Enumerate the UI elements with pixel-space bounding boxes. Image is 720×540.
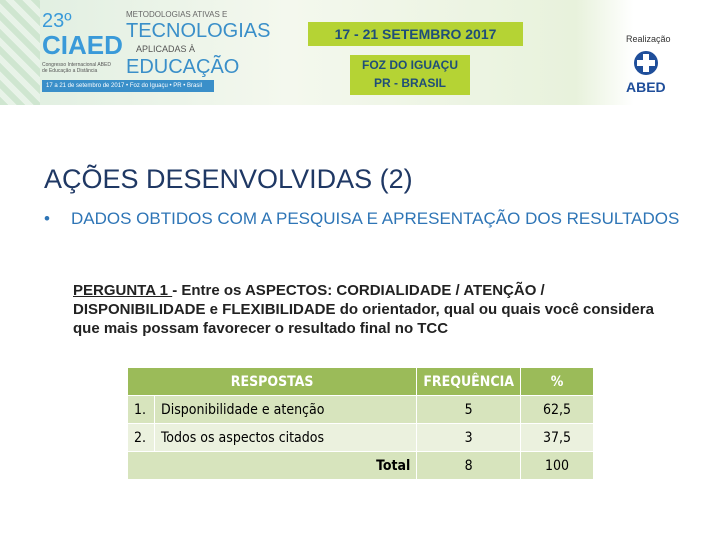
city: FOZ DO IGUAÇU	[362, 58, 458, 72]
theme: METODOLOGIAS ATIVAS E	[126, 10, 228, 19]
bullet-text: DADOS OBTIDOS COM A PESQUISA E APRESENTA…	[71, 209, 680, 228]
question-label: PERGUNTA 1	[73, 282, 173, 299]
theme: APLICADAS À	[136, 44, 196, 54]
cell: Total	[126, 451, 418, 480]
question: PERGUNTA 1 - Entre os ASPECTOS: CORDIALI…	[73, 281, 663, 338]
event-subtitle: Congresso Internacional ABED de Educação…	[42, 62, 111, 74]
header: RESPOSTAS	[126, 367, 418, 396]
title: AÇÕES DESENVOLVIDAS (2)	[44, 164, 413, 194]
event: CIAED	[42, 30, 123, 60]
state: PR - BRASIL	[374, 76, 446, 90]
theme: EDUCAÇÃO	[126, 56, 240, 78]
cell: 1.	[127, 395, 155, 424]
results-table: RESPOSTAS FREQUÊNCIA% 1. Disponibilidade e…	[126, 367, 594, 480]
cell: 2.	[127, 423, 155, 452]
cell: 5	[416, 395, 521, 424]
header: %	[520, 367, 594, 396]
theme: TECNOLOGIAS	[126, 20, 271, 42]
header: FREQUÊNCIA	[416, 367, 521, 396]
cell: 37,5	[520, 423, 594, 452]
question-text: - Entre os ASPECTOS: CORDIALIDADE / ATEN…	[73, 282, 654, 337]
cell: 8	[416, 451, 521, 480]
city-box	[350, 55, 470, 95]
edition: 23º	[42, 10, 72, 32]
organizer: ABED	[626, 79, 666, 95]
dates: 17 - 21 SETEMBRO 2017	[308, 22, 523, 46]
bullet: • DADOS OBTIDOS COM A PESQUISA E APRESENT…	[44, 206, 694, 232]
cell: Todos os aspectos citados	[153, 423, 418, 452]
logo	[634, 51, 658, 75]
cell: Disponibilidade e atenção	[153, 395, 418, 424]
cell: 62,5	[520, 395, 594, 424]
cell: 3	[416, 423, 521, 452]
footer: 17 a 21 de setembro de 2017 • Foz do Igu…	[42, 80, 214, 92]
pattern	[0, 0, 40, 105]
organizer-label: Realização	[626, 34, 671, 44]
cell: 100	[520, 451, 594, 480]
banner: 23º CIAED Congresso Internacional ABED d…	[0, 0, 720, 105]
